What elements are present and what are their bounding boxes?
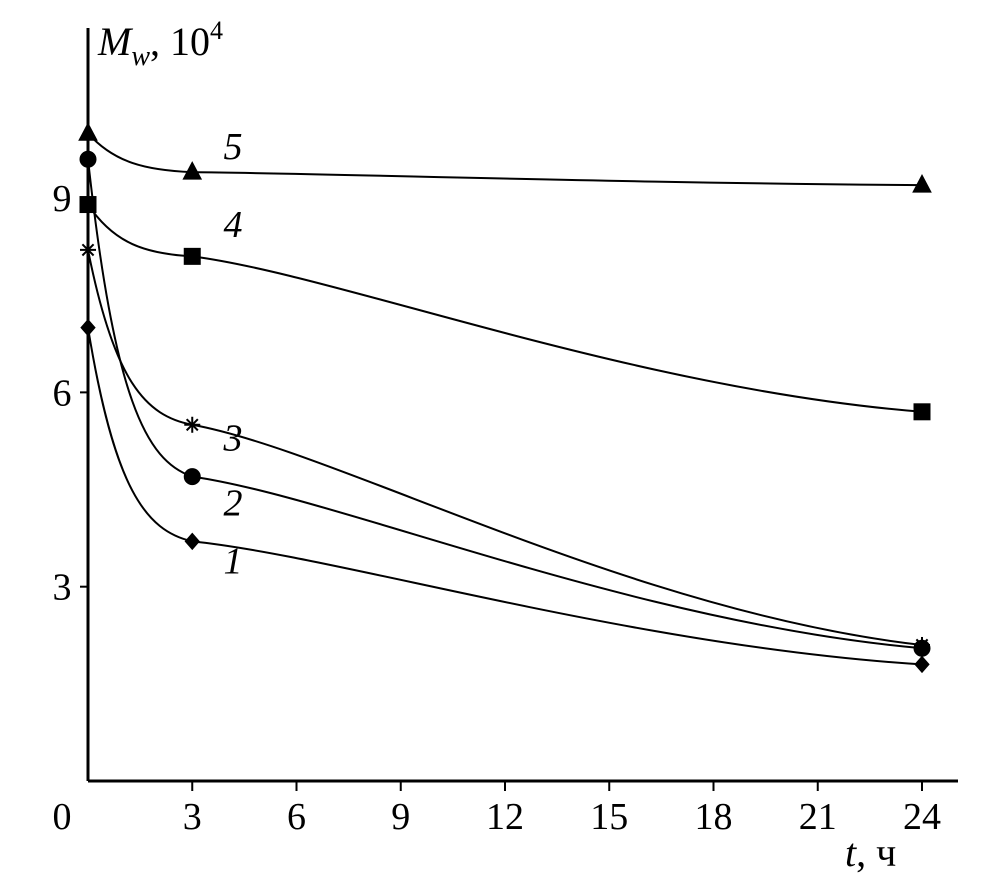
series-5-marker xyxy=(912,174,932,193)
x-axis-title: t, ч xyxy=(845,830,896,875)
x-tick-label: 0 xyxy=(53,796,72,838)
series-1-marker xyxy=(184,532,200,551)
series-3-marker xyxy=(914,636,930,653)
y-tick-label: 6 xyxy=(53,372,72,414)
series-1-marker xyxy=(914,655,930,674)
x-tick-label: 3 xyxy=(183,796,202,838)
series-1-line xyxy=(87,327,923,666)
series-4-label: 4 xyxy=(224,204,243,246)
series-3-line xyxy=(87,249,923,646)
series-2-marker xyxy=(183,468,201,486)
series-5-marker xyxy=(182,161,203,180)
x-tick-label: 15 xyxy=(590,796,628,838)
x-tick-label: 24 xyxy=(903,796,941,838)
series-3-label: 3 xyxy=(223,418,243,460)
y-tick-label: 3 xyxy=(53,567,72,609)
series-5-line xyxy=(87,132,923,187)
x-tick-label: 9 xyxy=(391,796,410,838)
x-tick-label: 6 xyxy=(287,796,306,838)
curves-layer xyxy=(87,132,923,666)
series-1-label: 1 xyxy=(224,541,243,583)
series-4-marker xyxy=(183,247,201,265)
series-2-label: 2 xyxy=(224,482,243,524)
x-tick-label: 12 xyxy=(486,796,524,838)
x-tick-label: 18 xyxy=(695,796,733,838)
series-4-marker xyxy=(913,403,931,421)
series-4-line xyxy=(87,203,923,413)
series-5-label: 5 xyxy=(224,126,243,168)
y-tick-label: 9 xyxy=(53,178,72,220)
series-3-marker xyxy=(184,416,201,433)
series-2-line xyxy=(87,159,923,650)
y-axis-title: Mw, 104 xyxy=(97,16,223,72)
labels-layer: 1 2 3 4 5 xyxy=(223,126,243,583)
x-tick-label: 21 xyxy=(799,796,837,838)
